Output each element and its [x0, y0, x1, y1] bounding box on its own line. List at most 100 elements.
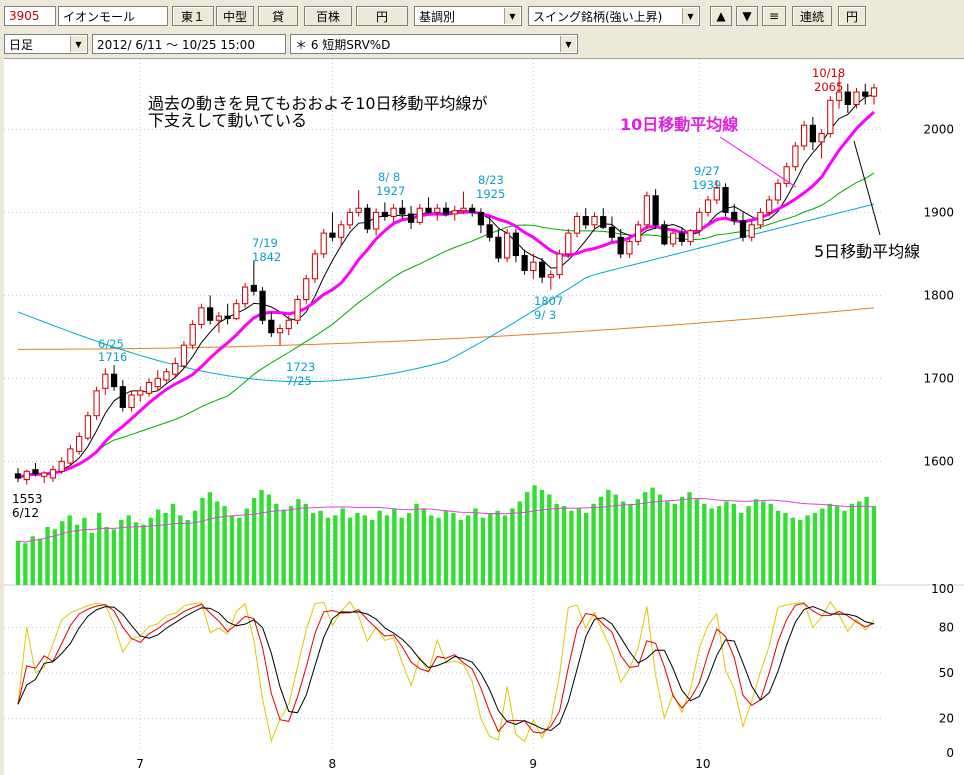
candle-body: [268, 319, 275, 334]
candle-body: [678, 232, 685, 242]
peak3-date: 8/ 8: [378, 170, 400, 184]
candle-body: [390, 207, 397, 218]
volume-ma-line: [17, 498, 875, 543]
period-select[interactable]: 日足 ▼: [4, 34, 88, 54]
volume-bar: [251, 498, 257, 585]
indicator-select[interactable]: ＊ 6 短期SRV%D ▼: [290, 34, 578, 54]
volume-bar: [458, 520, 463, 585]
volume-bar: [96, 513, 102, 585]
mode-select[interactable]: 基調別 ▼: [414, 6, 522, 26]
candle-body: [818, 133, 825, 143]
volume-bars: [15, 485, 877, 585]
candle-body: [495, 236, 502, 259]
candle-body: [792, 145, 799, 168]
volume-bar: [15, 540, 21, 585]
volume-bar: [628, 503, 633, 585]
candle-body: [669, 232, 677, 245]
volume-bar: [318, 510, 323, 585]
volume-bar: [340, 508, 345, 585]
menu-button[interactable]: ≡: [762, 6, 786, 26]
volume-bar: [495, 510, 500, 585]
volume-bar: [657, 494, 663, 585]
stock-code-field[interactable]: 3905: [4, 6, 56, 26]
volume-bar: [539, 489, 545, 585]
candle-body: [241, 286, 249, 305]
volume-bar: [790, 517, 796, 585]
stoch-fast-line: [17, 600, 875, 743]
candle-body: [451, 210, 458, 215]
volume-bar: [871, 506, 877, 585]
candle-body: [739, 220, 747, 238]
candle-body: [224, 315, 231, 320]
indicator-select-value: ＊ 6 短期SRV%D: [295, 37, 391, 52]
volume-bar: [517, 501, 522, 585]
ma5-pointer: [853, 140, 881, 236]
comment-line-1: 過去の動きを見てもおおよそ10日移動平均線が: [148, 94, 488, 113]
candle-body: [102, 373, 109, 389]
peak1-value: 1716: [98, 350, 127, 364]
candle-body: [442, 207, 450, 215]
candle-body: [119, 386, 126, 408]
candle-body: [407, 213, 415, 223]
chart-area[interactable]: 1600 1700 1800 1900 2000 7 8 9 10 100 0 20 50 80 過去の動…: [4, 58, 964, 775]
volume-bar: [473, 508, 478, 585]
up-button[interactable]: ▲: [710, 6, 732, 26]
moving-averages: [17, 94, 876, 480]
candle-body: [862, 91, 869, 97]
candle-body: [41, 472, 48, 477]
stoch-slow-line: [17, 606, 875, 732]
down-button[interactable]: ▼: [736, 6, 758, 26]
candle-body: [172, 362, 179, 375]
candle-body: [608, 226, 616, 238]
volume-bar: [392, 508, 397, 585]
candle-body: [460, 207, 467, 212]
ma5-line: [17, 94, 875, 479]
peak2-value: 1842: [252, 250, 281, 264]
volume-bar: [775, 510, 781, 585]
trough2-date: 9/ 3: [534, 308, 556, 322]
volume-bar: [842, 510, 847, 585]
candle-body: [58, 460, 65, 472]
continuous-button[interactable]: 連続: [792, 6, 832, 26]
volume-bar: [178, 515, 183, 585]
volume-bar: [347, 517, 353, 585]
volume-bar: [576, 508, 582, 585]
ma200-line: [17, 307, 875, 350]
candle-body: [635, 224, 642, 242]
volume-bar: [23, 543, 28, 585]
candle-body: [110, 373, 118, 388]
candle-body: [93, 390, 100, 417]
ma10-line: [17, 110, 876, 480]
screen-select[interactable]: スイング銘柄(強い上昇) ▼: [528, 6, 700, 26]
candle-body: [626, 240, 633, 255]
candle-body: [207, 307, 214, 321]
volume-bar: [716, 506, 722, 585]
trough2-value: 1807: [534, 294, 563, 308]
volume-bar: [156, 509, 161, 585]
stoch-tick-label: 20: [939, 712, 954, 726]
candle-body: [76, 435, 83, 452]
volume-bar: [591, 503, 596, 585]
candle-body: [285, 319, 292, 330]
volume-bar: [746, 506, 751, 585]
volume-bar: [665, 501, 670, 585]
peak2-date: 7/19: [252, 236, 278, 250]
candle-body: [573, 216, 581, 234]
ma10-pointer: [719, 136, 797, 188]
volume-bar: [864, 496, 869, 585]
axis-labels: 1600 1700 1800 1900 2000 7 8 9 10 100 0 20 50 80: [136, 122, 954, 771]
peak6-value: 2065: [814, 80, 843, 94]
stock-name-field[interactable]: イオンモール: [58, 6, 168, 26]
volume-bar: [296, 499, 301, 585]
comment-line-2: 下支えして動いている: [148, 111, 307, 130]
volume-bar: [421, 508, 427, 585]
ma5-label: 5日移動平均線: [814, 242, 920, 261]
trough1-date: 7/25: [286, 374, 312, 388]
date-range-field[interactable]: 2012/ 6/11 〜 10/25 15:00: [92, 34, 286, 54]
yen-button[interactable]: 円: [838, 6, 866, 26]
volume-bar: [237, 517, 242, 585]
volume-bar: [613, 494, 618, 585]
candle-body: [23, 470, 30, 481]
volume-bar: [834, 506, 840, 585]
volume-bar: [414, 503, 419, 585]
